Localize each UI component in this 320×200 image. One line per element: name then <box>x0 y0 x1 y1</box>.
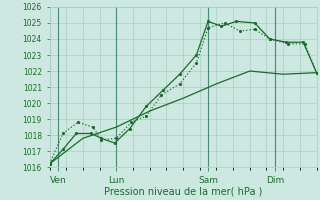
X-axis label: Pression niveau de la mer( hPa ): Pression niveau de la mer( hPa ) <box>104 187 262 197</box>
